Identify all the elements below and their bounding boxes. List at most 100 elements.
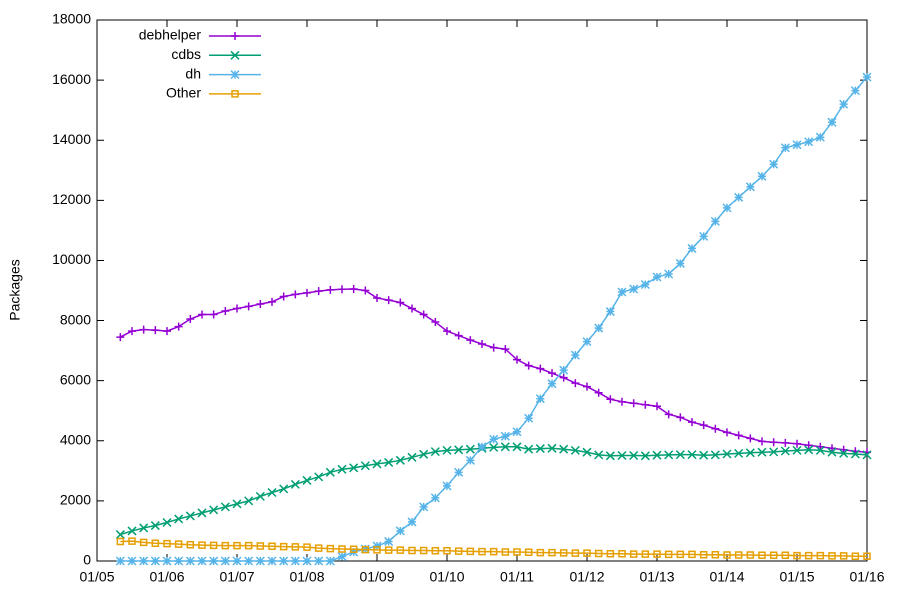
point — [781, 438, 790, 447]
y-tick-label: 0 — [83, 552, 91, 568]
point — [664, 269, 674, 279]
point — [862, 450, 872, 460]
point — [454, 547, 463, 555]
point — [185, 556, 195, 566]
point — [395, 526, 405, 536]
point — [641, 550, 650, 558]
point — [758, 437, 766, 446]
point — [244, 496, 254, 506]
point — [535, 444, 545, 454]
point — [279, 292, 288, 301]
point — [629, 550, 638, 558]
point — [594, 549, 603, 558]
x-tick-label: 01/08 — [289, 569, 324, 585]
point — [361, 286, 370, 295]
y-tick-label: 12000 — [52, 191, 91, 207]
point — [197, 508, 207, 518]
point — [664, 550, 673, 559]
point — [127, 526, 137, 536]
y-tick-label: 6000 — [60, 371, 91, 387]
point — [746, 551, 755, 559]
point — [828, 552, 836, 560]
point — [734, 192, 744, 202]
y-tick-label: 10000 — [52, 251, 91, 267]
point — [384, 536, 394, 546]
point — [314, 556, 324, 566]
y-tick-label: 2000 — [60, 492, 91, 508]
point — [396, 298, 405, 307]
point — [255, 491, 265, 501]
point — [128, 327, 136, 336]
point — [372, 541, 382, 551]
x-tick-label: 01/12 — [569, 569, 604, 585]
point — [792, 445, 802, 455]
point — [723, 428, 731, 437]
point — [688, 418, 696, 427]
y-tick-label: 16000 — [52, 71, 91, 87]
point — [209, 505, 219, 515]
point — [256, 300, 265, 309]
point — [793, 551, 801, 560]
point — [605, 451, 615, 461]
point — [174, 322, 183, 331]
point — [209, 310, 218, 319]
point — [116, 333, 125, 342]
point — [501, 345, 510, 354]
point — [338, 285, 346, 294]
point — [232, 499, 242, 509]
point — [489, 434, 499, 444]
point — [828, 444, 836, 453]
point — [851, 552, 860, 560]
point — [536, 364, 545, 373]
point — [687, 450, 697, 460]
point — [653, 550, 661, 558]
x-tick-label: 01/09 — [359, 569, 394, 585]
point — [547, 379, 557, 389]
point — [419, 502, 429, 512]
point — [244, 302, 253, 311]
point — [734, 431, 743, 440]
point — [442, 445, 452, 455]
point — [617, 287, 627, 297]
x-tick-label: 01/15 — [779, 569, 814, 585]
point — [186, 541, 195, 549]
point — [839, 448, 849, 458]
point — [746, 434, 755, 443]
point — [617, 450, 627, 461]
point — [850, 449, 860, 459]
point — [524, 444, 534, 454]
legend-label: cdbs — [171, 46, 201, 62]
point — [338, 545, 346, 553]
point — [676, 550, 685, 559]
point — [162, 556, 172, 566]
point — [653, 402, 661, 411]
point — [163, 539, 171, 548]
point — [151, 326, 160, 335]
point — [757, 447, 767, 457]
point — [314, 287, 323, 296]
point — [174, 556, 184, 566]
point — [443, 547, 451, 555]
point — [174, 540, 183, 548]
point — [443, 327, 451, 336]
point — [570, 350, 580, 360]
point — [839, 552, 848, 560]
point — [442, 481, 452, 491]
x-tick-label: 01/10 — [429, 569, 464, 585]
x-tick-label: 01/07 — [219, 569, 254, 585]
x-tick-label: 01/16 — [849, 569, 884, 585]
legend-label: Other — [166, 85, 201, 101]
x-tick-label: 01/13 — [639, 569, 674, 585]
point — [303, 288, 311, 297]
point — [629, 399, 638, 408]
point — [769, 159, 779, 169]
point — [489, 343, 498, 352]
legend-label: debhelper — [139, 27, 202, 43]
point — [325, 556, 335, 566]
point — [559, 365, 569, 375]
point — [478, 339, 486, 348]
point — [186, 315, 195, 324]
point — [570, 445, 580, 455]
point — [640, 451, 650, 461]
series-line — [120, 540, 867, 557]
